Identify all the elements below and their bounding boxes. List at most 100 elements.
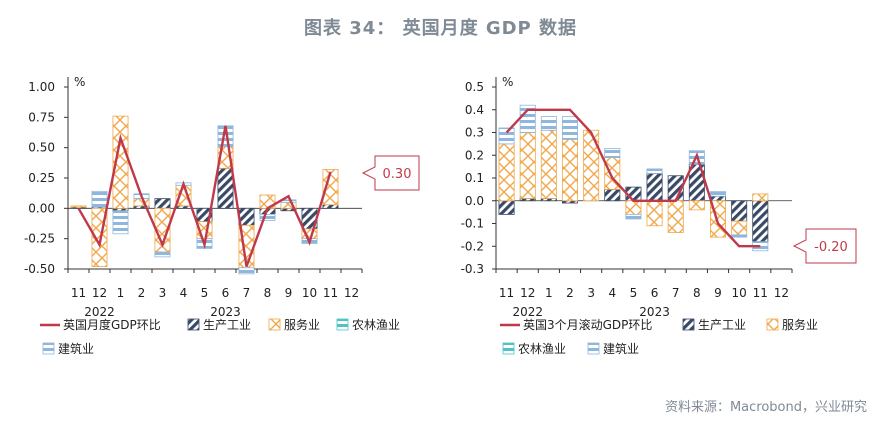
right-chart: %0.50.40.30.20.10.0-0.1-0.2-0.311 12 1 2 3 4 5… [461,75,857,356]
x-tick-label: 1 [117,286,125,300]
x-tick-label: 1 [545,286,553,300]
year-label: 2022 [84,305,115,319]
bar-construction [561,116,579,140]
legend-label: 服务业 [284,317,320,332]
bar-services [322,169,339,206]
bar-construction [646,168,663,174]
x-tick-label: 4 [180,286,188,300]
bar-construction [604,148,621,158]
x-tick-label: 7 [672,286,680,300]
bar-services [625,200,642,215]
y-tick-label: -0.2 [461,239,484,253]
bar-industry [752,200,769,243]
bar-industry [238,207,255,226]
x-tick-label: 11 [499,286,514,300]
bar-construction [112,210,129,235]
year-label: 2023 [639,305,670,319]
callout-value: 0.30 [383,167,412,182]
callout-box [792,228,857,264]
gdp-line [77,125,332,268]
x-tick-label: 3 [587,286,595,300]
callout-box [361,155,420,191]
x-tick-label: 12 [344,286,359,300]
y-tick-label: 0.2 [465,148,484,162]
legend-label: 服务业 [782,317,818,332]
source-note: 资料来源：Macrobond，兴业研究 [664,400,867,415]
x-tick-label: 12 [92,286,107,300]
bar-industry [731,200,748,222]
x-tick-label: 12 [520,286,535,300]
y-tick-label: 1.00 [28,80,55,94]
bar-industry [154,198,171,209]
x-tick-label: 4 [608,286,616,300]
legend-label: 英国3个月滚动GDP环比 [523,317,652,332]
legend-swatch-construction [587,342,600,355]
year-label: 2023 [210,305,241,319]
bar-industry [646,173,663,202]
legend-label: 生产工业 [698,318,746,332]
x-tick-label: 6 [651,286,659,300]
year-label: 2022 [512,305,543,319]
bar-construction [259,213,276,221]
y-tick-label: 0.00 [28,201,55,215]
x-tick-label: 12 [774,286,789,300]
x-tick-label: 3 [159,286,167,300]
bar-services [752,193,769,202]
legend-swatch-industry [187,318,200,331]
bar-services [540,129,557,199]
legend-swatch-construction [42,342,55,355]
y-tick-label: 0.75 [28,110,55,124]
bar-construction [625,213,642,220]
legend-label: 农林渔业 [352,318,400,332]
bar-services [731,220,748,236]
x-tick-label: 2 [566,286,574,300]
bar-industry [604,188,621,202]
x-tick-label: 9 [714,286,722,300]
figure-title: 图表 34： 英国月度 GDP 数据 [303,18,578,39]
bar-services [498,143,515,202]
y-tick-label: 0.1 [465,171,484,185]
x-tick-label: 10 [302,286,317,300]
y-tick-label: 0.4 [465,103,484,117]
bar-industry [322,204,339,209]
unit-label: % [502,75,513,89]
x-tick-label: 11 [71,286,86,300]
x-tick-label: 8 [693,286,701,300]
x-tick-label: 11 [753,286,768,300]
y-tick-label: 0.5 [465,80,484,94]
y-tick-label: 0.50 [28,141,55,155]
legend-swatch-agriculture [336,318,349,331]
legend-label: 建筑业 [603,341,639,356]
bar-construction [498,127,515,145]
y-tick-label: 0.0 [465,194,484,208]
legend-label: 农林渔业 [518,342,566,356]
legend-label: 英国月度GDP环比 [63,317,161,332]
bar-construction [709,191,727,197]
bar-services [583,129,600,202]
legend-swatch-agriculture [502,342,515,355]
y-tick-label: 0.25 [28,171,55,185]
y-tick-label: -0.25 [24,232,55,246]
legend-label: 建筑业 [58,341,94,356]
callout-value: -0.20 [814,240,848,255]
x-tick-label: 9 [285,286,293,300]
unit-label: % [74,75,85,89]
bar-construction [540,116,557,131]
legend-label: 生产工业 [203,318,251,332]
y-tick-label: 0.3 [465,126,484,140]
x-tick-label: 10 [732,286,747,300]
bar-industry [498,200,515,215]
x-tick-label: 6 [222,286,230,300]
y-tick-label: -0.3 [461,262,484,276]
bar-services [70,205,87,208]
y-tick-label: -0.50 [24,262,55,276]
legend-swatch-services [766,318,779,331]
y-tick-label: -0.1 [461,217,484,231]
legend-swatch-industry [682,318,695,331]
gdp-line [505,108,761,248]
bar-services [688,200,705,211]
x-tick-label: 2 [138,286,146,300]
bar-services [667,200,684,234]
